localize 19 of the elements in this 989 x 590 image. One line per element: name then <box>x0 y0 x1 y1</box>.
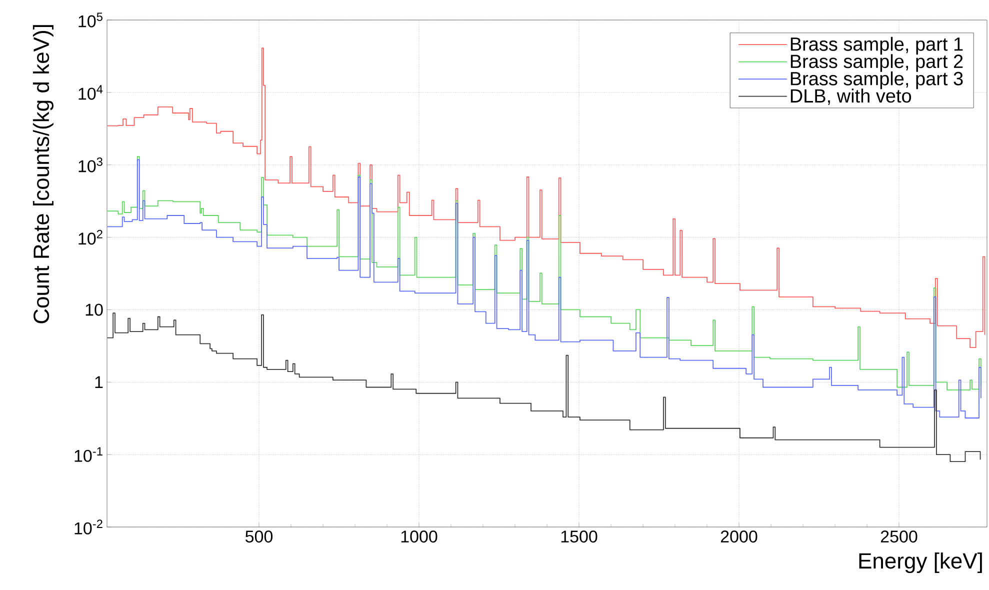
y-tick-label: 10 <box>86 304 103 316</box>
x-tick-label: 1500 <box>561 530 598 543</box>
y-tick-label: 10$^{5}$ <box>78 12 102 28</box>
x-tick-label: 2000 <box>720 530 758 543</box>
x-tick-label: 1000 <box>401 530 438 543</box>
x-tick-label: 2500 <box>880 530 918 543</box>
legend-label: Brass sample, part 3 <box>790 71 963 90</box>
legend-label: DLB, with veto <box>790 88 912 105</box>
y-tick-label: 1 <box>95 376 103 388</box>
legend-label: Brass sample, part 1 <box>790 36 963 55</box>
y-axis-title: Count Rate [counts/(kg d keV)] <box>32 25 54 324</box>
y-tick-label: 10$^{-1}$ <box>74 447 102 462</box>
y-tick-label: 10$^{3}$ <box>78 157 102 172</box>
y-tick-label: 10$^{2}$ <box>78 230 102 245</box>
y-tick-label: 10$^{-2}$ <box>74 520 102 534</box>
x-axis-title: Energy [keV] <box>859 552 982 574</box>
y-tick-label: 10$^{4}$ <box>78 85 103 100</box>
legend-label: Brass sample, part 2 <box>790 54 963 72</box>
x-tick-label: 500 <box>245 530 273 543</box>
